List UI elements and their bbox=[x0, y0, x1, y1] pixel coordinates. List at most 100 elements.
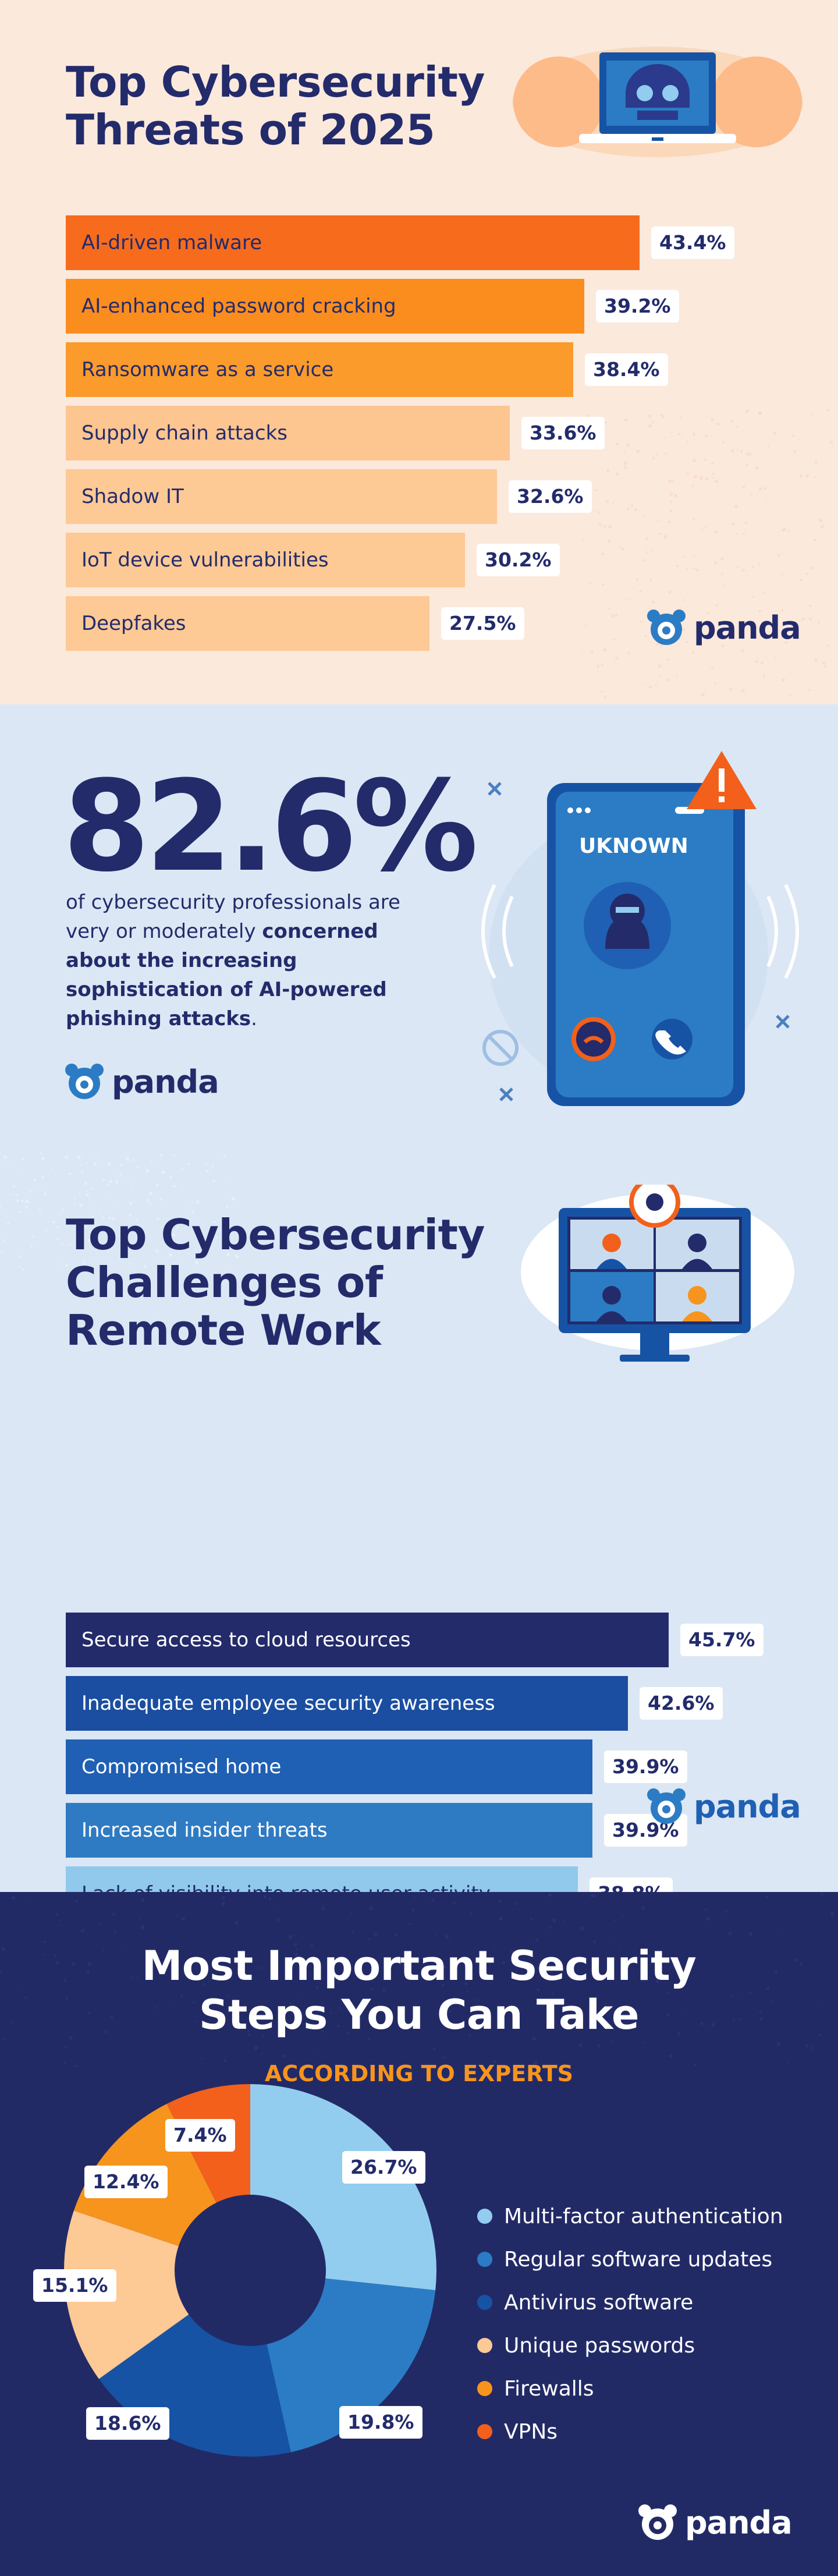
legend-item: Regular software updates bbox=[477, 2238, 783, 2281]
speckle-dot bbox=[682, 628, 686, 631]
speckle-dot bbox=[159, 1153, 164, 1157]
speckle-dot bbox=[368, 1938, 371, 1940]
speckle-dot bbox=[659, 1966, 661, 1968]
speckle-dot bbox=[65, 1264, 68, 1267]
speckle-dot bbox=[585, 625, 587, 626]
speckle-dot bbox=[704, 526, 706, 529]
speckle-dot bbox=[187, 1252, 190, 1255]
speckle-dot bbox=[605, 2003, 608, 2005]
speckle-dot bbox=[108, 1163, 111, 1166]
speckle-dot bbox=[678, 433, 681, 435]
bar: Deepfakes bbox=[66, 596, 429, 651]
speckle-dot bbox=[694, 2064, 697, 2066]
speckle-dot bbox=[150, 1203, 152, 1205]
speckle-dot bbox=[663, 554, 665, 557]
speckle-dot bbox=[758, 412, 761, 414]
speckle-dot bbox=[677, 2032, 681, 2035]
speckle-dot bbox=[751, 565, 754, 568]
speckle-dot bbox=[336, 1980, 339, 1983]
speckle-dot bbox=[84, 1181, 88, 1185]
speckle-dot bbox=[765, 487, 766, 490]
speckle-dot bbox=[674, 543, 676, 545]
legend-item: Multi-factor authentication bbox=[477, 2195, 783, 2238]
speckle-dot bbox=[692, 433, 696, 436]
speckle-dot bbox=[730, 420, 734, 423]
bar-value-label: 27.5% bbox=[441, 607, 524, 640]
speckle-dot bbox=[236, 1256, 239, 1259]
speckle-dot bbox=[233, 2008, 237, 2011]
legend-label: Antivirus software bbox=[504, 2290, 694, 2315]
speckle-dot bbox=[810, 413, 814, 416]
speckle-dot bbox=[740, 450, 743, 453]
speckle-dot bbox=[172, 1233, 175, 1236]
speckle-dot bbox=[655, 684, 658, 686]
speckle-dot bbox=[56, 1225, 59, 1228]
speckle-dot bbox=[19, 1210, 22, 1214]
speckle-dot bbox=[136, 1976, 139, 1978]
speckle-dot bbox=[534, 2063, 535, 2064]
bar: Ransomware as a service bbox=[66, 342, 573, 397]
speckle-dot bbox=[830, 1912, 834, 1915]
speckle-dot bbox=[173, 1154, 176, 1157]
speckle-dot bbox=[590, 1894, 594, 1898]
speckle-dot bbox=[30, 1190, 32, 1193]
speckle-dot bbox=[78, 1156, 81, 1159]
speckle-dot bbox=[22, 1158, 24, 1161]
speckle-dot bbox=[268, 1897, 271, 1900]
phishing-text-bold: concerned about the increasing sophistic… bbox=[66, 920, 387, 1030]
speckle-dot bbox=[309, 1973, 311, 1975]
speckle-dot bbox=[116, 1200, 119, 1203]
speckle-dot bbox=[641, 1907, 645, 1909]
speckle-dot bbox=[759, 2010, 762, 2013]
donut-slice bbox=[250, 2084, 436, 2291]
speckle-dot bbox=[580, 1927, 584, 1930]
speckle-dot bbox=[753, 2007, 755, 2010]
speckle-dot bbox=[210, 2028, 213, 2031]
speckle-dot bbox=[194, 2019, 197, 2022]
speckle-dot bbox=[564, 1943, 567, 1946]
speckle-dot bbox=[808, 688, 811, 691]
donut-slice-label: 7.4% bbox=[165, 2119, 235, 2152]
speckle-dot bbox=[82, 1261, 86, 1264]
steps-subtitle: ACCORDING TO EXPERTS bbox=[264, 2061, 573, 2086]
speckle-dot bbox=[598, 2044, 601, 2047]
speckle-dot bbox=[777, 554, 781, 557]
speckle-dot bbox=[663, 535, 667, 538]
speckle-dot bbox=[44, 1186, 46, 1188]
speckle-dot bbox=[734, 504, 738, 508]
speckle-dot bbox=[141, 1898, 145, 1902]
speckle-dot bbox=[606, 469, 610, 473]
speckle-dot bbox=[701, 692, 705, 696]
speckle-dot bbox=[684, 2008, 686, 2011]
speckle-dot bbox=[601, 664, 603, 666]
speckle-dot bbox=[59, 1263, 61, 1265]
speckle-dot bbox=[634, 1971, 635, 1972]
speckle-dot bbox=[32, 1235, 35, 1238]
speckle-dot bbox=[226, 1180, 228, 1182]
speckle-dot bbox=[394, 1933, 398, 1937]
bar: Shadow IT bbox=[66, 469, 497, 524]
speckle-dot bbox=[668, 479, 672, 483]
speckle-dot bbox=[41, 1176, 44, 1179]
bar-value-label: 38.8% bbox=[590, 1877, 673, 1892]
speckle-dot bbox=[807, 600, 809, 602]
bar-category-label: Lack of visibility into remote user acti… bbox=[81, 1882, 491, 1892]
speckle-dot bbox=[667, 658, 670, 661]
speckle-dot bbox=[166, 1228, 169, 1231]
speckle-dot bbox=[623, 408, 625, 409]
panda-logo: panda bbox=[646, 1787, 801, 1826]
speckle-dot bbox=[615, 442, 619, 445]
speckle-dot bbox=[206, 1170, 210, 1173]
speckle-dot bbox=[705, 434, 708, 438]
speckle-dot bbox=[764, 655, 766, 657]
speckle-dot bbox=[680, 607, 683, 609]
speckle-dot bbox=[235, 1254, 238, 1257]
speckle-dot bbox=[659, 533, 662, 534]
speckle-dot bbox=[69, 2036, 73, 2040]
speckle-dot bbox=[326, 1897, 329, 1900]
speckle-dot bbox=[113, 1931, 117, 1934]
speckle-dot bbox=[64, 1979, 67, 1982]
speckle-dot bbox=[721, 572, 723, 575]
speckle-dot bbox=[369, 1958, 372, 1961]
speckle-dot bbox=[819, 2000, 821, 2002]
